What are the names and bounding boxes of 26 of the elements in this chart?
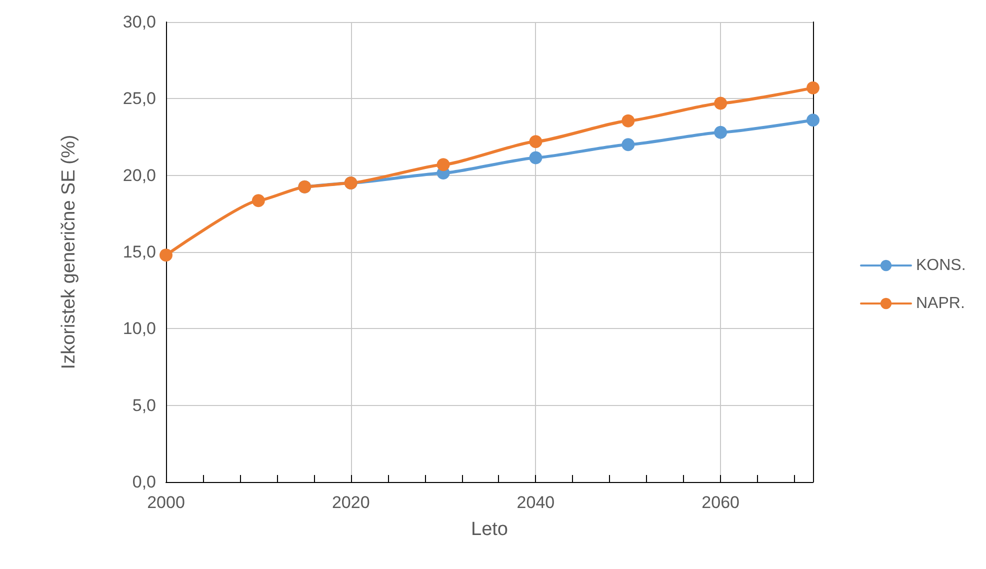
x-tick-label: 2000 [147, 493, 185, 512]
point [714, 126, 728, 139]
point [622, 114, 635, 128]
x-tick-label: 2040 [516, 493, 555, 512]
point [806, 81, 820, 94]
legend-label: KONS. [916, 257, 966, 274]
legend-label: NAPR. [916, 295, 965, 312]
y-axis-title: Izkoristek generične SE (%) [58, 134, 80, 370]
y-tick-label: 15,0 [122, 242, 156, 262]
y-tick-label: 30,0 [122, 12, 156, 32]
y-tick-label: 5,0 [132, 396, 156, 415]
point [436, 158, 450, 172]
point [529, 151, 542, 164]
point [160, 248, 172, 262]
y-tick-label: 0,0 [132, 472, 156, 492]
y-tick-label: 10,0 [122, 319, 156, 338]
y-tick-label: 20,0 [122, 166, 156, 185]
y-tick-label: 25,0 [122, 89, 156, 108]
point [714, 96, 728, 110]
point [529, 135, 542, 148]
point [252, 194, 265, 208]
x-tick-label: 2060 [702, 493, 740, 512]
x-tick-label: 2020 [332, 493, 370, 512]
x-axis-title: Leto [471, 519, 508, 540]
point [806, 114, 820, 127]
point [622, 138, 635, 152]
